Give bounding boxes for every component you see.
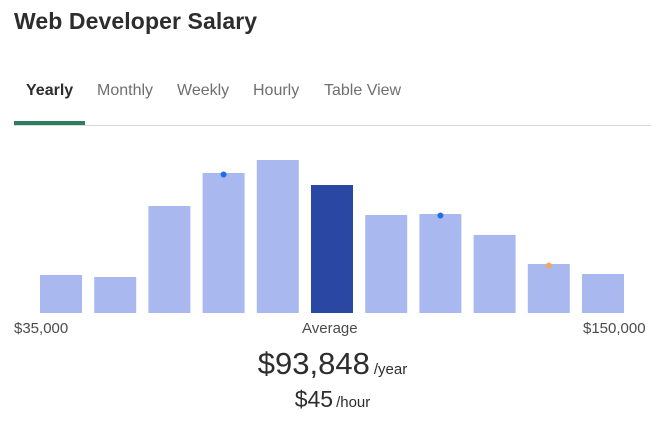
page-title: Web Developer Salary bbox=[14, 8, 258, 34]
salary-bar-average bbox=[311, 185, 353, 313]
salary-bar bbox=[40, 275, 82, 313]
blue-salary-marker bbox=[220, 171, 227, 178]
salary-bar bbox=[582, 274, 624, 313]
salary-bar bbox=[202, 173, 245, 313]
salary-period-tabs: Yearly Monthly Weekly Hourly Table View bbox=[14, 62, 651, 126]
hourly-salary-unit: /hour bbox=[336, 394, 371, 411]
salary-bar bbox=[148, 206, 191, 313]
orange-salary-marker bbox=[545, 262, 552, 269]
x-axis-average-label: Average bbox=[302, 320, 358, 337]
salary-bar bbox=[365, 215, 408, 313]
yearly-salary-summary: $93,848/year bbox=[0, 346, 657, 382]
salary-distribution-chart bbox=[40, 160, 624, 313]
tab-table-view[interactable]: Table View bbox=[324, 82, 402, 99]
salary-bar bbox=[473, 235, 516, 313]
active-tab-underline bbox=[14, 121, 85, 125]
salary-bar bbox=[527, 264, 570, 313]
yearly-salary-value: $93,848 bbox=[257, 346, 370, 381]
salary-bar bbox=[419, 214, 462, 313]
yearly-salary-unit: /year bbox=[373, 361, 408, 378]
x-axis-max-label: $150,000 bbox=[583, 320, 646, 337]
hourly-salary-value: $45 bbox=[294, 386, 334, 412]
tab-weekly[interactable]: Weekly bbox=[177, 82, 230, 99]
tab-monthly[interactable]: Monthly bbox=[97, 82, 154, 99]
hourly-salary-summary: $45/hour bbox=[0, 386, 657, 413]
salary-bar bbox=[94, 277, 137, 313]
tab-hourly[interactable]: Hourly bbox=[253, 82, 300, 99]
salary-bar bbox=[256, 160, 299, 313]
x-axis-min-label: $35,000 bbox=[14, 320, 69, 337]
blue-salary-marker bbox=[437, 212, 444, 219]
tab-yearly[interactable]: Yearly bbox=[26, 82, 74, 99]
